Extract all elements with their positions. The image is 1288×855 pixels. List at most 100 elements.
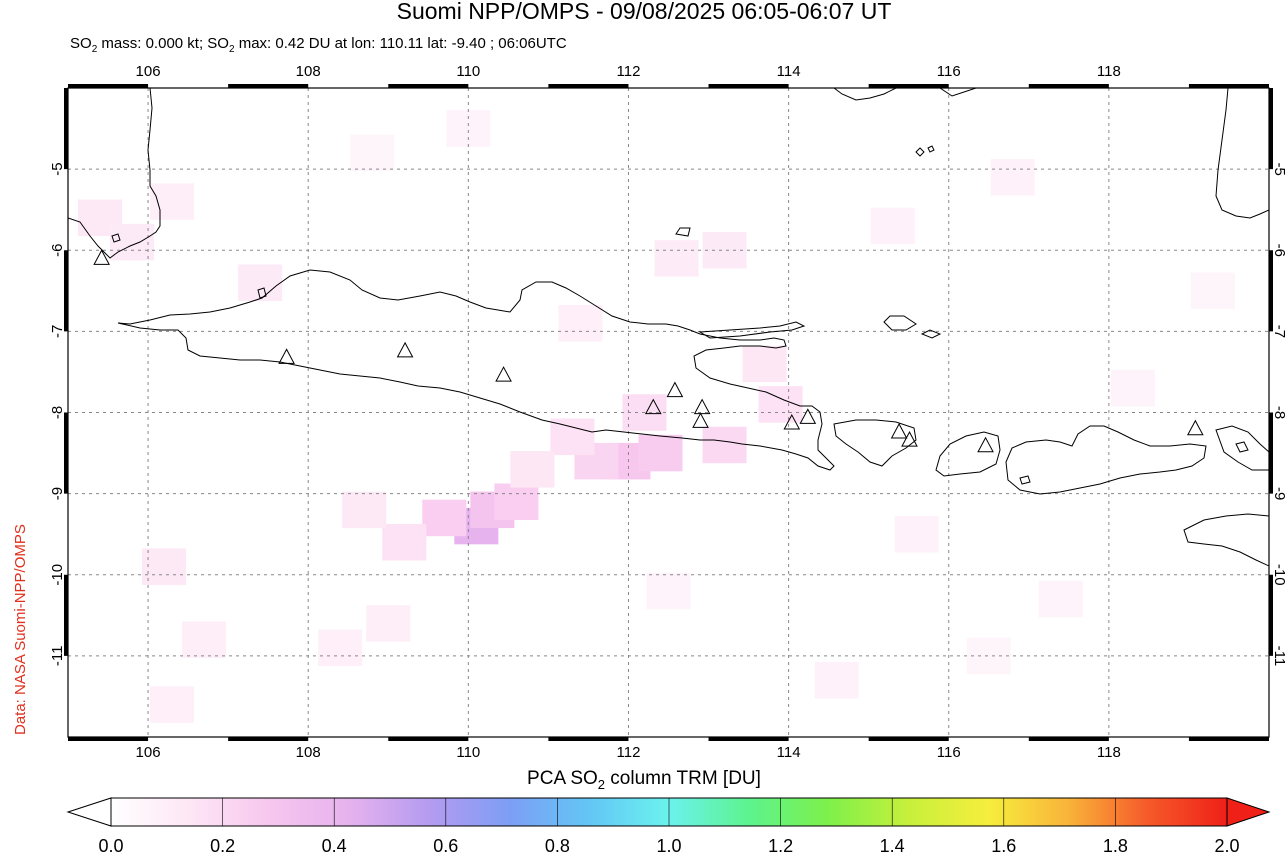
subtitle-prefix: SO	[70, 35, 92, 52]
lon-tick-label-bottom: 118	[1097, 744, 1121, 761]
so2-patch	[494, 483, 539, 520]
lon-tick-label-top: 112	[617, 63, 641, 80]
volcano-marker	[396, 341, 414, 358]
lat-tick-label-right: -7	[1271, 325, 1288, 338]
coast-borneo	[833, 88, 897, 101]
colorbar-tick-label: 0.6	[433, 836, 458, 855]
coast-island-3	[1019, 475, 1031, 485]
volcano-marker	[799, 408, 817, 424]
coast-island-5	[111, 233, 121, 243]
subtitle-sub2: 2	[228, 44, 235, 55]
volcano-markers	[93, 249, 1204, 453]
volcano-marker	[495, 366, 512, 382]
border-bar-bottom	[548, 737, 629, 741]
so2-patch	[350, 134, 395, 172]
border-bar-left	[64, 574, 68, 656]
so2-patch	[238, 264, 283, 301]
volcano-marker	[644, 398, 662, 415]
lon-tick-label-bottom: 106	[136, 744, 161, 761]
border-bar-top	[1188, 84, 1269, 88]
so2-patch	[366, 605, 411, 642]
coast-island-nusa	[257, 287, 267, 299]
volcano-marker	[977, 436, 994, 453]
coast-borneo-east	[939, 88, 977, 97]
so2-patch	[646, 572, 691, 610]
coast-island-2	[927, 145, 935, 153]
so2-patch	[510, 451, 555, 488]
so2-patch	[638, 434, 683, 472]
so2-patch	[894, 515, 939, 553]
so2-patch	[702, 231, 747, 269]
volcano-marker	[1187, 419, 1204, 436]
so2-patch	[1038, 580, 1083, 618]
volcano-marker	[692, 412, 709, 428]
lat-tick-label-right: -6	[1271, 244, 1288, 257]
lat-tick-label-left: -6	[49, 244, 66, 257]
coast-sumbawa	[1005, 425, 1207, 495]
so2-patch	[382, 524, 427, 561]
border-bar-bottom	[868, 737, 949, 741]
border-bar-left	[64, 412, 68, 494]
coast-lombok	[935, 431, 1001, 477]
volcano-marker	[278, 348, 295, 364]
border-bar-right	[1269, 412, 1273, 494]
so2-patch	[422, 499, 467, 537]
so2-patch	[742, 345, 787, 383]
border-bar-right	[1269, 574, 1273, 656]
so2-patch	[182, 621, 227, 658]
colorbar-tick-label: 1.0	[656, 836, 681, 855]
so2-patch	[558, 305, 603, 342]
colorbar-ticks: 0.0 0.2 0.4 0.6 0.8 1.0 1.2 1.4 1.6 1.8 2.0	[98, 798, 1240, 855]
lat-tick-label-left: -5	[49, 162, 66, 175]
border-bar-left	[64, 250, 68, 332]
border-bar-top	[388, 84, 469, 88]
lat-tick-label-left: -7	[49, 325, 66, 338]
lon-tick-label-top: 106	[136, 63, 161, 80]
coast-java	[117, 269, 835, 471]
lat-tick-label-right: -9	[1271, 487, 1288, 500]
border-bar-right	[1269, 250, 1273, 332]
colorbar-tick-label: 0.4	[322, 836, 347, 855]
lat-tick-label-right: -8	[1271, 406, 1288, 419]
coast-sumba	[1183, 513, 1269, 567]
colorbar-tick-label: 1.6	[991, 836, 1016, 855]
coast-island-1	[915, 147, 925, 157]
lon-tick-label-top: 110	[456, 63, 480, 80]
so2-patch	[342, 491, 387, 529]
border-bar-bottom	[708, 737, 789, 741]
volcano-marker	[901, 431, 918, 447]
map-background	[68, 88, 1269, 737]
coast-flores	[1215, 425, 1269, 471]
lon-tick-label-bottom: 114	[777, 744, 801, 761]
border-bar-bottom	[1028, 737, 1109, 741]
so2-patch	[150, 183, 195, 220]
so2-patch	[142, 548, 187, 585]
map-title: Suomi NPP/OMPS - 09/08/2025 06:05-06:07 …	[396, 0, 892, 24]
so2-patch	[966, 637, 1011, 675]
lat-tick-label-left: -9	[49, 487, 66, 500]
lon-tick-label-bottom: 116	[937, 744, 961, 761]
map-subtitle: SO2 mass: 0.000 kt; SO2 max: 0.42 DU at …	[70, 35, 567, 55]
subtitle-suffix: max: 0.42 DU at lon: 110.11 lat: -9.40 ;…	[234, 35, 567, 52]
lat-tick-label-left: -10	[49, 564, 66, 586]
colorbar-over-arrow	[1226, 797, 1271, 827]
lat-tick-label-right: -11	[1271, 646, 1288, 667]
lon-tick-label-top: 108	[296, 63, 321, 80]
so2-patch	[550, 418, 595, 456]
border-bar-top	[548, 84, 629, 88]
volcano-marker	[890, 422, 908, 439]
so2-patch	[1110, 369, 1155, 407]
colorbar: 0.0 0.2 0.4 0.6 0.8 1.0 1.2 1.4 1.6 1.8 2.0	[66, 797, 1271, 855]
so2-patch	[702, 426, 747, 464]
lon-tick-label-top: 118	[1097, 63, 1121, 80]
border-bar-bottom	[388, 737, 469, 741]
so2-patch	[318, 629, 363, 667]
lat-tick-label-right: -10	[1271, 564, 1288, 586]
grid-lines	[68, 88, 1269, 737]
so2-patch	[110, 223, 155, 261]
volcano-marker	[783, 413, 801, 430]
border-bar-top	[708, 84, 789, 88]
colorbar-label-post: column TRM [DU]	[605, 768, 761, 789]
border-bar-top	[868, 84, 949, 88]
volcano-marker	[93, 249, 110, 265]
